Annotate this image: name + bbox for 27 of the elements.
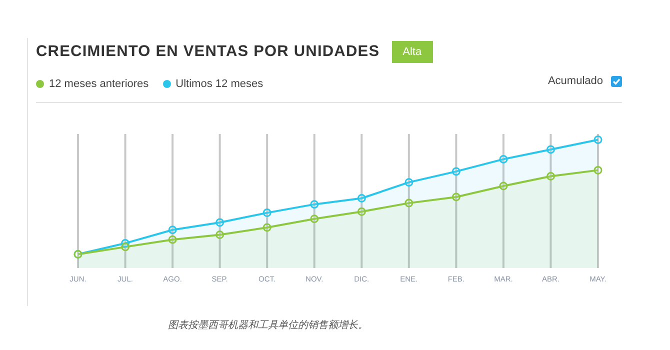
point (594, 166, 602, 174)
legend-label: Ultimos 12 meses (174, 78, 264, 90)
point (452, 167, 460, 176)
text: Alta (392, 41, 433, 63)
point (594, 135, 602, 144)
point (404, 198, 414, 208)
point (262, 208, 272, 218)
point (546, 172, 555, 181)
point (546, 145, 555, 154)
point (404, 178, 414, 187)
point (310, 214, 319, 224)
chart-title: CRECIMIENTO EN VENTAS POR UNIDADES (36, 43, 380, 61)
legend-label: 12 meses anteriores (48, 78, 149, 90)
point (168, 235, 177, 244)
point (357, 194, 366, 202)
text: Acumulado (548, 75, 603, 87)
point (216, 230, 224, 240)
point (357, 207, 366, 216)
point (452, 192, 460, 202)
point (499, 154, 508, 164)
point (121, 242, 130, 252)
point (262, 223, 272, 232)
point (168, 226, 177, 234)
point (216, 218, 224, 227)
point (499, 182, 508, 190)
text: 图表按墨西哥机器和工具单位的销售额增长。 (168, 318, 368, 332)
point (310, 200, 319, 209)
